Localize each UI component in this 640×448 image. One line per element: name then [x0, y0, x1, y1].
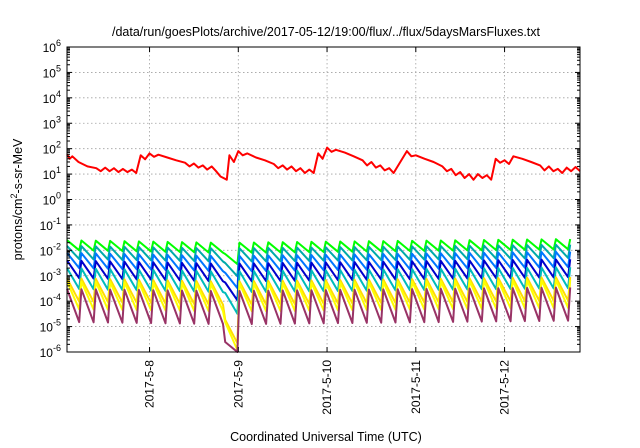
y-axis-label-main: protons/cm: [11, 199, 25, 261]
y-tick-base: 10: [40, 295, 54, 309]
y-tick-base: 10: [43, 117, 57, 131]
y-tick-exponent: 5: [56, 63, 61, 73]
series-line-5: [66, 258, 572, 302]
y-tick-base: 10: [40, 244, 54, 258]
y-axis-label-sup: 2: [9, 194, 19, 199]
y-tick-label: 10-6: [40, 343, 61, 360]
y-tick-base: 10: [43, 92, 57, 106]
x-tick-label: 2017-5-10: [320, 360, 334, 415]
y-tick-exponent: 3: [56, 114, 61, 124]
series-line-3: [66, 243, 572, 278]
chart-title: /data/run/goesPlots/archive/2017-05-12/1…: [112, 25, 541, 39]
y-tick-label: 10-4: [40, 292, 61, 309]
y-tick-label: 10-5: [40, 318, 61, 335]
y-tick-label: 106: [43, 38, 61, 55]
series-line-1: [66, 146, 581, 181]
y-tick-base: 10: [43, 66, 57, 80]
series-line-2: [66, 238, 572, 266]
y-axis-label-rest: -s-sr-MeV: [11, 138, 25, 194]
series-line-6: [66, 266, 572, 315]
y-tick-exponent: -4: [53, 292, 61, 302]
y-tick-base: 10: [43, 143, 57, 157]
y-tick-base: 10: [43, 168, 57, 182]
y-tick-exponent: 1: [56, 165, 61, 175]
x-axis-label: Coordinated Universal Time (UTC): [230, 430, 422, 444]
y-tick-label: 102: [43, 140, 61, 157]
y-tick-label: 100: [43, 191, 61, 208]
y-tick-exponent: -6: [53, 343, 61, 353]
y-tick-label: 10-3: [40, 267, 61, 284]
y-tick-label: 10-2: [40, 241, 61, 258]
x-tick-label: 2017-5-11: [409, 360, 423, 414]
y-tick-exponent: 0: [56, 191, 61, 201]
y-tick-exponent: -5: [53, 318, 61, 328]
x-tick-label: 2017-5-8: [143, 360, 157, 408]
y-tick-base: 10: [40, 270, 54, 284]
y-tick-exponent: 4: [56, 89, 61, 99]
y-tick-exponent: 6: [56, 38, 61, 48]
y-tick-label: 101: [43, 165, 61, 182]
series-line-9: [66, 286, 572, 353]
y-tick-exponent: 2: [56, 140, 61, 150]
x-axis: 2017-5-8 2017-5-9 2017-5-10 2017-5-11 2017-5…: [143, 47, 512, 415]
y-tick-exponent: -1: [53, 216, 61, 226]
x-tick-label: 2017-5-9: [231, 360, 245, 408]
y-tick-label: 104: [43, 89, 61, 106]
y-axis: 10-610-510-410-310-210-11001011021031041…: [40, 38, 580, 360]
y-tick-exponent: -3: [53, 267, 61, 277]
y-tick-exponent: -2: [53, 241, 61, 251]
y-tick-label: 105: [43, 63, 61, 80]
y-tick-base: 10: [40, 321, 54, 335]
y-tick-label: 10-1: [40, 216, 61, 233]
y-tick-label: 103: [43, 114, 61, 131]
y-tick-base: 10: [40, 219, 54, 233]
y-tick-base: 10: [43, 41, 57, 55]
y-tick-base: 10: [40, 346, 54, 360]
y-tick-base: 10: [43, 194, 57, 208]
x-tick-label: 2017-5-12: [498, 360, 512, 415]
series-lines: [66, 146, 581, 353]
series-line-4: [66, 250, 572, 290]
y-axis-label: protons/cm2-s-sr-MeV: [9, 138, 25, 260]
